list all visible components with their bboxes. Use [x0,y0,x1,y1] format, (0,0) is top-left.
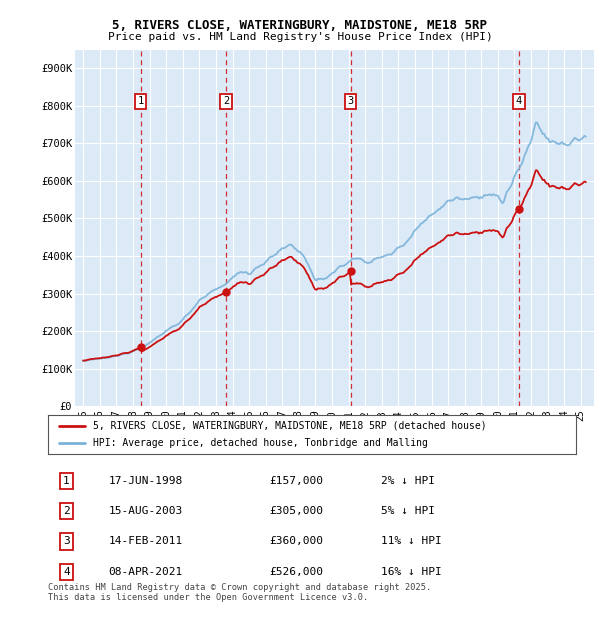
Text: £526,000: £526,000 [270,567,324,577]
Text: 1: 1 [63,476,70,485]
Text: 2: 2 [63,506,70,516]
Text: 14-FEB-2011: 14-FEB-2011 [109,536,183,546]
Text: 11% ↓ HPI: 11% ↓ HPI [380,536,442,546]
Text: £157,000: £157,000 [270,476,324,485]
Text: HPI: Average price, detached house, Tonbridge and Malling: HPI: Average price, detached house, Tonb… [93,438,428,448]
Text: Contains HM Land Registry data © Crown copyright and database right 2025.
This d: Contains HM Land Registry data © Crown c… [48,583,431,602]
Text: 2% ↓ HPI: 2% ↓ HPI [380,476,434,485]
Text: 16% ↓ HPI: 16% ↓ HPI [380,567,442,577]
Text: £360,000: £360,000 [270,536,324,546]
Text: 4: 4 [63,567,70,577]
Text: 5, RIVERS CLOSE, WATERINGBURY, MAIDSTONE, ME18 5RP: 5, RIVERS CLOSE, WATERINGBURY, MAIDSTONE… [113,19,487,32]
Text: Price paid vs. HM Land Registry's House Price Index (HPI): Price paid vs. HM Land Registry's House … [107,32,493,42]
Text: 4: 4 [516,96,522,106]
Text: £305,000: £305,000 [270,506,324,516]
Text: 08-APR-2021: 08-APR-2021 [109,567,183,577]
Text: 3: 3 [63,536,70,546]
Text: 2: 2 [223,96,229,106]
Text: 3: 3 [347,96,354,106]
Text: 5% ↓ HPI: 5% ↓ HPI [380,506,434,516]
Text: 5, RIVERS CLOSE, WATERINGBURY, MAIDSTONE, ME18 5RP (detached house): 5, RIVERS CLOSE, WATERINGBURY, MAIDSTONE… [93,421,487,431]
Text: 15-AUG-2003: 15-AUG-2003 [109,506,183,516]
Text: 17-JUN-1998: 17-JUN-1998 [109,476,183,485]
Text: 1: 1 [137,96,144,106]
